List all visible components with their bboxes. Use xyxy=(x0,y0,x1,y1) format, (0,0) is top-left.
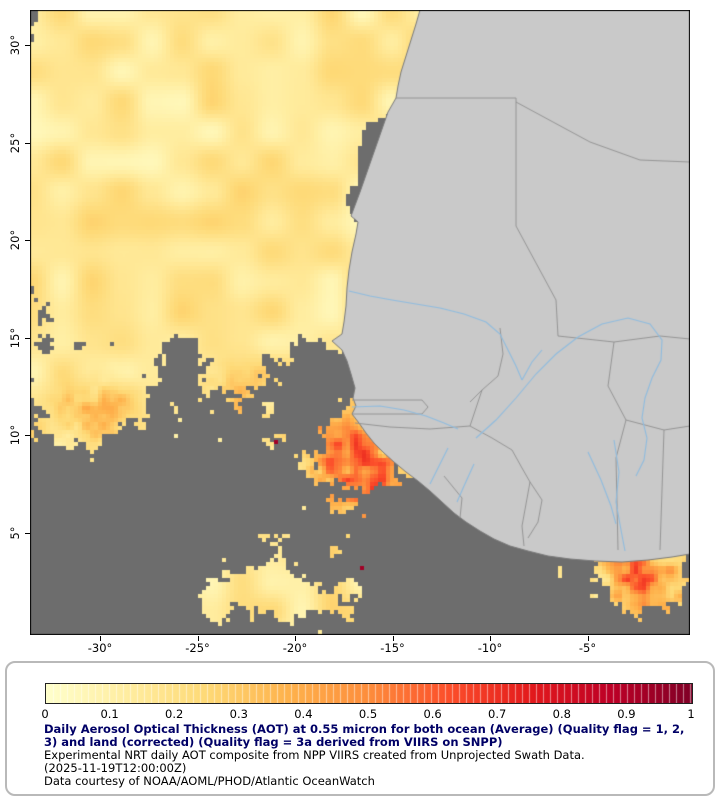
lat-tick-mark xyxy=(25,337,30,339)
caption-line-experimental: Experimental NRT daily AOT composite fro… xyxy=(44,748,585,762)
lon-tick-label: -10° xyxy=(477,641,503,655)
colorbar-tick-label: 0.3 xyxy=(229,707,248,721)
colorbar-tick-label: 0.5 xyxy=(358,707,378,721)
caption-block: Daily Aerosol Optical Thickness (AOT) at… xyxy=(44,723,694,788)
colorbar-tick-label: 0 xyxy=(41,707,49,721)
colorbar xyxy=(45,683,693,704)
caption-timestamp: (2025-11-19T12:00:00Z) xyxy=(44,761,187,775)
lat-tick-label: 25° xyxy=(8,132,22,153)
colorbar-tick-label: 0.6 xyxy=(423,707,442,721)
lon-tick-mark xyxy=(197,636,199,641)
lon-tick-mark xyxy=(392,636,394,641)
lat-tick-label: 15° xyxy=(8,327,22,348)
colorbar-tick-label: 0.9 xyxy=(617,707,636,721)
lat-tick-mark xyxy=(25,532,30,534)
lon-tick-label: -30° xyxy=(87,641,113,655)
lon-tick-label: -5° xyxy=(578,641,597,655)
colorbar-tick-label: 1 xyxy=(687,707,695,721)
lon-tick-mark xyxy=(587,636,589,641)
colorbar-tick-label: 0.4 xyxy=(294,707,313,721)
lat-tick-label: 10° xyxy=(8,424,22,446)
colorbar-tick-label: 0.7 xyxy=(488,707,507,721)
lon-tick-label: -20° xyxy=(282,641,308,655)
colorbar-tick-label: 0.8 xyxy=(552,707,571,721)
lat-tick-mark xyxy=(25,435,30,436)
colorbar-tick-label: 0.2 xyxy=(165,707,184,721)
lat-tick-mark xyxy=(25,142,30,144)
lat-tick-label: 20° xyxy=(8,229,22,251)
lat-tick-label: 30° xyxy=(8,34,22,56)
lat-tick-mark xyxy=(25,240,30,241)
colorbar-tick-label: 0.1 xyxy=(100,707,119,721)
lon-tick-label: -25° xyxy=(185,641,210,655)
caption-credit: Data courtesy of NOAA/AOML/PHOD/Atlantic… xyxy=(44,774,375,788)
lon-tick-mark xyxy=(100,636,101,641)
lon-tick-mark xyxy=(295,636,296,641)
lat-tick-label: 5° xyxy=(8,525,22,540)
lat-tick-mark xyxy=(25,45,30,46)
caption-title: Daily Aerosol Optical Thickness (AOT) at… xyxy=(44,722,685,749)
aot-map-canvas xyxy=(30,10,690,635)
lon-tick-label: -15° xyxy=(380,641,405,655)
lon-tick-mark xyxy=(490,636,491,641)
